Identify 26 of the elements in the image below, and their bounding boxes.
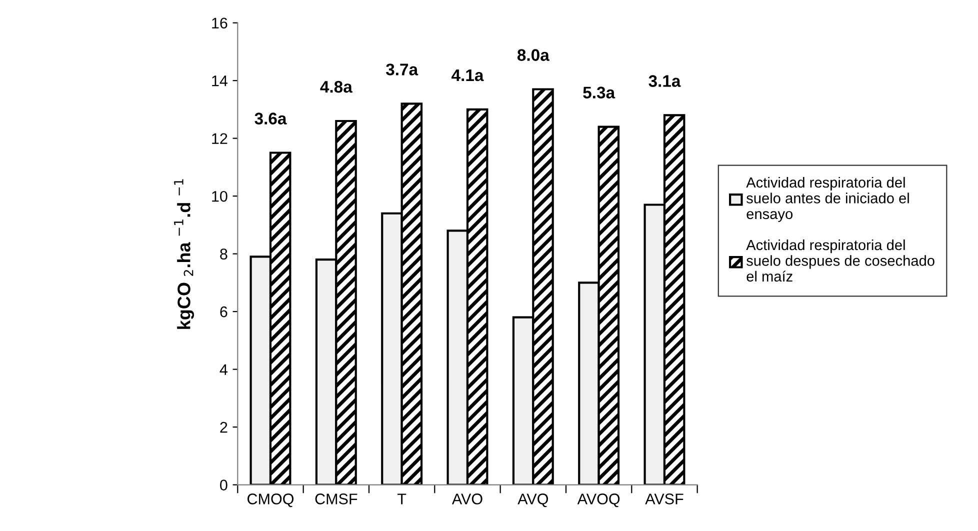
annotation: 4.8a [320,80,352,93]
y-tick-label: 6 [220,306,228,318]
y-tick-label: 10 [212,190,228,202]
y-tick-label: 4 [220,364,228,375]
annotation: 3.6a [254,112,287,124]
y-tick-label: 0 [220,480,228,490]
y-tick-label: 12 [212,133,228,144]
y-tick-label: 16 [212,18,228,29]
annotation: 8.0a [517,49,550,61]
legend-label: Actividad respiratoria del suelo despues de cosechado el maíz [746,239,934,282]
legend-label: Actividad respiratoria del suelo antes de iniciado el ensayo [746,176,909,222]
y-tick-label: 14 [212,76,228,86]
annotation: 3.1a [648,75,681,87]
y-tick-label: 2 [220,422,228,433]
annotation: 3.7a [386,64,418,76]
x-tick-label: AVSF [645,494,684,504]
x-tick-label: CMSF [315,494,358,504]
annotation: 4.1a [452,70,484,82]
y-tick-label: 8 [220,248,228,260]
x-tick-label: CMOQ [248,494,294,508]
annotation: 5.3a [583,86,616,99]
x-tick-label: AVO [452,494,482,504]
x-tick-label: AVQ [518,494,548,508]
y-axis-title: kgCO $_{2}$.ha $^{−1}$.d $^{−1}$ [174,179,194,329]
x-tick-label: AVOQ [577,494,620,508]
x-tick-label: T [397,494,406,504]
